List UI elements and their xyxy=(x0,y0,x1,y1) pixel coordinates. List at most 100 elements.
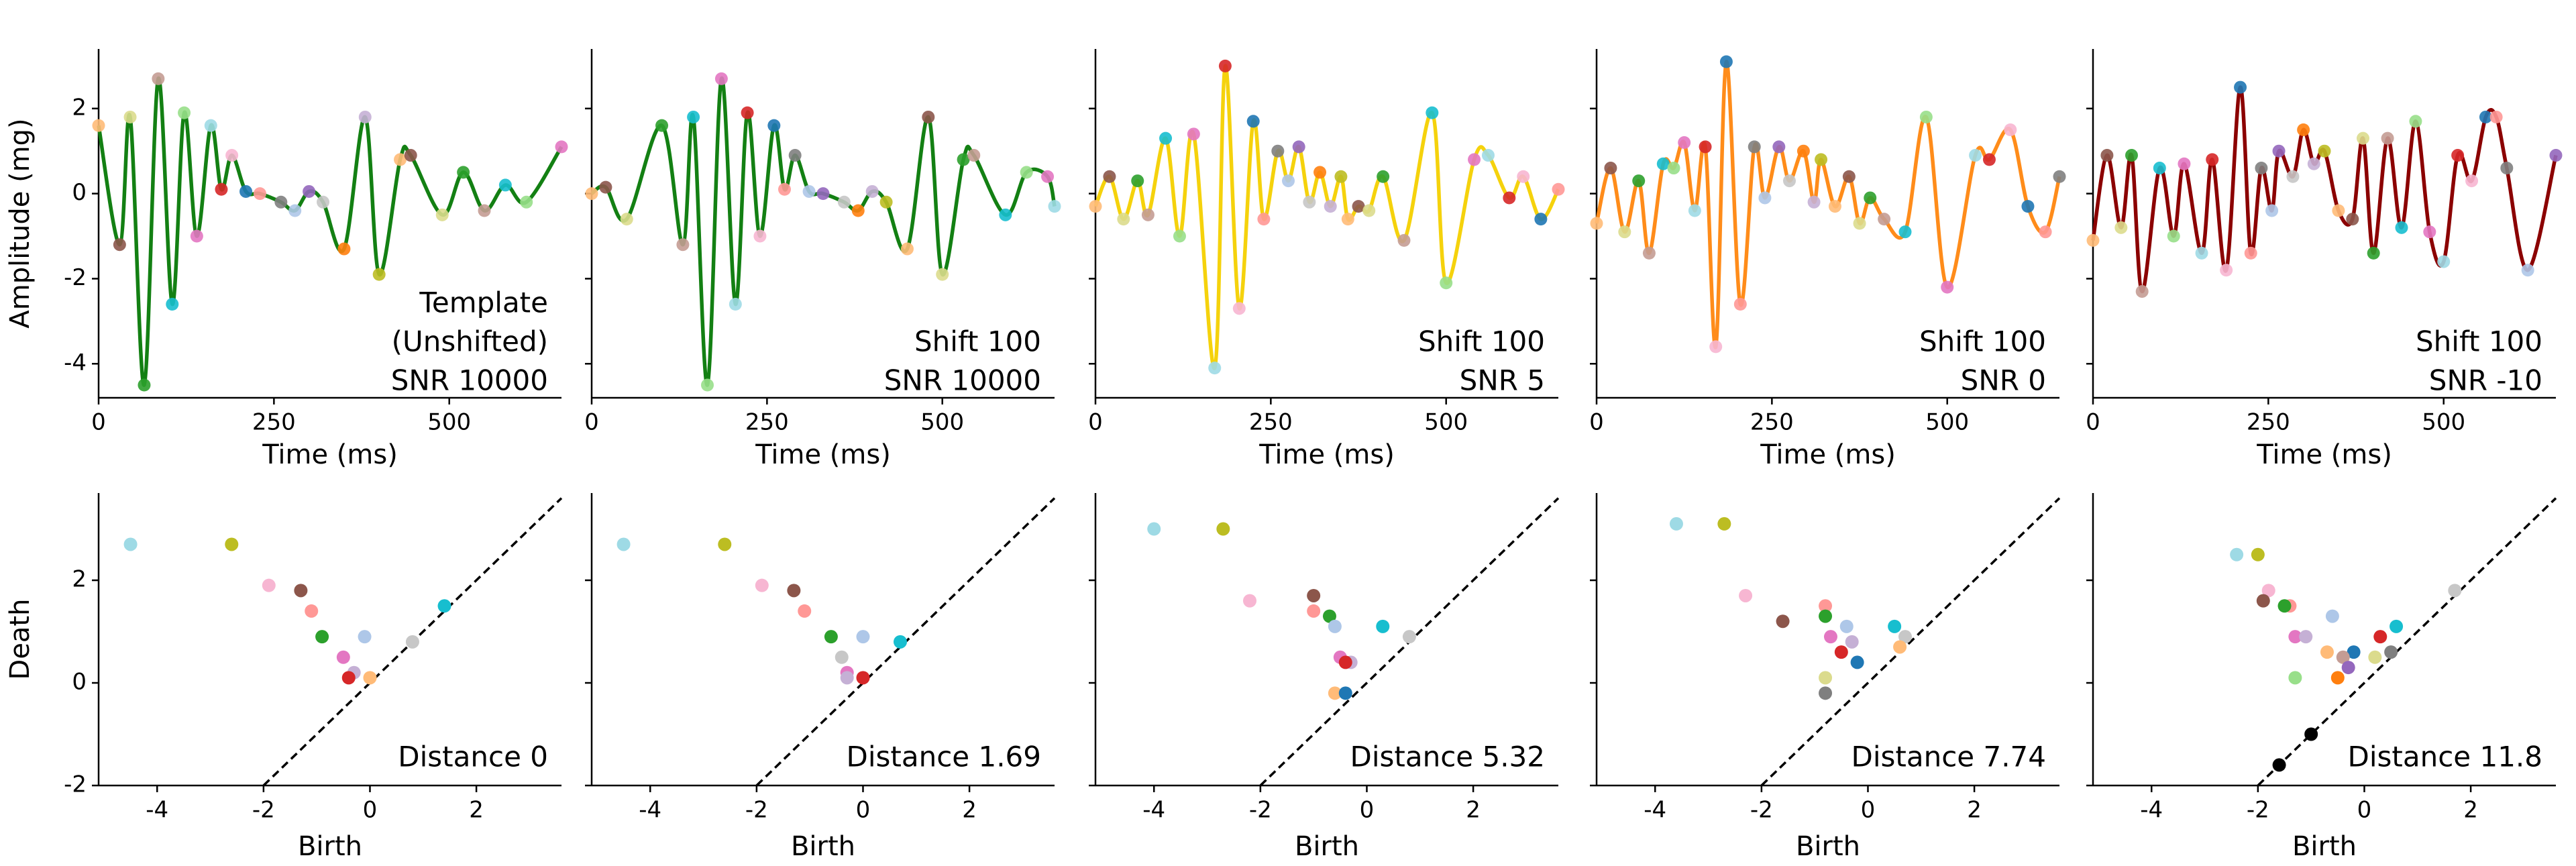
persistence-point xyxy=(123,537,138,551)
critical-point xyxy=(2086,233,2100,247)
critical-point xyxy=(1642,246,1656,260)
critical-point xyxy=(1426,106,1439,119)
persistence-point xyxy=(1243,594,1256,608)
critical-point xyxy=(1020,166,1033,179)
critical-point xyxy=(166,297,179,311)
critical-point xyxy=(1048,200,1061,213)
critical-point xyxy=(2367,246,2380,260)
annotation: Distance 11.8 xyxy=(2347,741,2542,773)
x-tick-label: 0 xyxy=(584,409,599,436)
annotation: Shift 100 xyxy=(1418,325,1545,358)
critical-point xyxy=(1758,191,1772,205)
critical-point xyxy=(1313,166,1327,179)
persistence-point xyxy=(262,578,276,592)
persistence-point xyxy=(1739,588,1753,602)
critical-point xyxy=(1719,55,1733,68)
critical-point xyxy=(1141,208,1155,221)
persistence-point xyxy=(798,604,812,618)
critical-point xyxy=(1688,204,1701,217)
persistence-point xyxy=(2330,671,2345,685)
persistence-point xyxy=(1669,517,1683,531)
subplot: 0 250 500 Time (ms) Shift 100 SNR 0 xyxy=(1589,49,2066,470)
x-tick-label: 500 xyxy=(1925,409,1969,436)
critical-point xyxy=(1853,217,1866,230)
persistence-point xyxy=(1338,686,1352,700)
x-tick-label: 0 xyxy=(1360,797,1375,824)
annotation: SNR 5 xyxy=(1460,364,1545,397)
critical-point xyxy=(2220,264,2233,277)
persistence-point xyxy=(2277,599,2292,613)
critical-point xyxy=(2272,144,2286,158)
x-axis-label: Time (ms) xyxy=(2256,439,2392,470)
annotation: (Unshifted) xyxy=(392,325,548,358)
annotation: Distance 5.32 xyxy=(1350,741,1545,773)
critical-point xyxy=(1828,200,1841,213)
y-tick-label: -2 xyxy=(64,264,87,291)
critical-point xyxy=(2234,80,2247,94)
critical-point xyxy=(1678,136,1691,150)
persistence-point xyxy=(856,630,870,644)
critical-point xyxy=(1898,225,1912,239)
critical-point xyxy=(215,182,228,196)
critical-point xyxy=(2451,149,2465,162)
critical-point xyxy=(1864,191,1877,205)
x-tick-label: -4 xyxy=(2140,797,2163,824)
critical-point xyxy=(478,204,491,217)
annotation: SNR 10000 xyxy=(884,364,1041,397)
critical-point xyxy=(2465,174,2479,188)
persistence-point xyxy=(1834,645,1848,659)
persistence-point xyxy=(1328,619,1342,633)
critical-point xyxy=(655,119,669,132)
critical-point xyxy=(2549,149,2563,162)
critical-point xyxy=(2409,115,2422,128)
critical-point xyxy=(372,268,386,281)
x-tick-label: -4 xyxy=(1644,797,1666,824)
persistence-point xyxy=(2299,630,2313,644)
critical-point xyxy=(190,229,203,243)
critical-point xyxy=(1257,213,1271,226)
critical-point xyxy=(2479,110,2492,123)
x-tick-label: 2 xyxy=(2463,797,2478,824)
x-tick-label: -2 xyxy=(1249,797,1272,824)
critical-point xyxy=(2004,123,2017,136)
critical-point xyxy=(2437,255,2451,268)
subplot: 0 250 500 -4 -2 0 2 Time (ms) Amplitude (mg) Temp… xyxy=(5,49,568,470)
critical-point xyxy=(2265,204,2279,217)
critical-point xyxy=(1117,213,1130,226)
critical-point xyxy=(999,208,1012,221)
x-axis-label: Birth xyxy=(1295,831,1359,862)
critical-point xyxy=(2318,144,2331,158)
persistence-point xyxy=(2320,645,2334,659)
persistence-point xyxy=(1823,630,1837,644)
critical-point xyxy=(2039,225,2052,239)
persistence-point xyxy=(1376,619,1390,633)
x-tick-label: 2 xyxy=(469,797,484,824)
persistence-point xyxy=(824,630,838,644)
critical-point xyxy=(2381,131,2394,145)
persistence-point xyxy=(1898,630,1912,644)
critical-point xyxy=(1667,162,1680,175)
critical-point xyxy=(1772,140,1786,154)
critical-point xyxy=(2357,131,2369,145)
persistence-point xyxy=(1307,604,1321,618)
critical-point xyxy=(113,238,126,252)
critical-point xyxy=(1352,200,1365,213)
persistence-point xyxy=(1839,619,1854,633)
critical-point xyxy=(2167,229,2180,243)
critical-point xyxy=(1842,170,1856,183)
persistence-point xyxy=(755,578,769,592)
critical-point xyxy=(498,178,512,192)
critical-point xyxy=(599,180,612,194)
critical-point xyxy=(2021,200,2035,213)
persistence-point xyxy=(2336,650,2350,664)
annotation: SNR -10 xyxy=(2429,364,2542,397)
critical-point xyxy=(1815,153,1828,166)
critical-point xyxy=(1709,340,1723,354)
critical-point xyxy=(1218,59,1232,72)
critical-point xyxy=(1656,157,1670,170)
critical-point xyxy=(274,195,288,209)
x-tick-label: -2 xyxy=(745,797,768,824)
x-tick-label: 2 xyxy=(1466,797,1481,824)
critical-point xyxy=(1982,153,1996,166)
x-tick-label: -2 xyxy=(1750,797,1773,824)
